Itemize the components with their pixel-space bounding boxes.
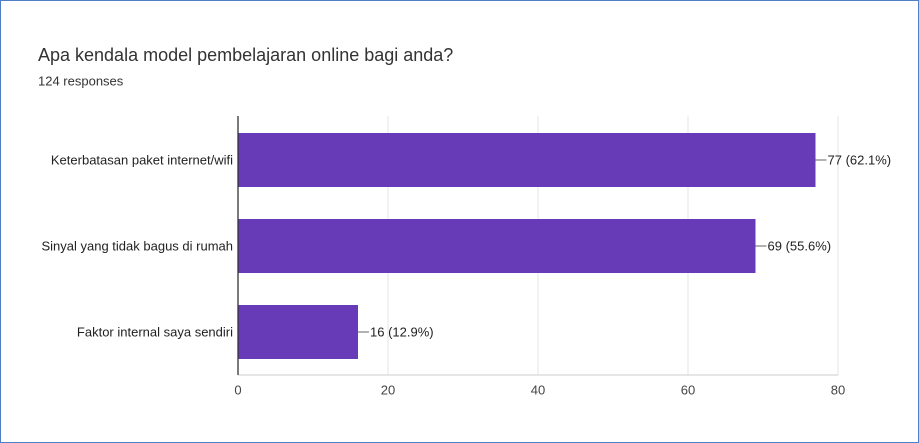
x-tick-label: 40 [531,382,545,397]
value-label: 77 (62.1%) [828,152,892,167]
x-tick-label: 80 [831,382,845,397]
y-tick-label: Faktor internal saya sendiri [77,324,233,339]
chart-title: Apa kendala model pembelajaran online ba… [38,45,453,65]
value-label: 69 (55.6%) [768,238,832,253]
y-tick-label: Sinyal yang tidak bagus di rumah [41,238,233,253]
bar [238,133,816,187]
value-label: 16 (12.9%) [370,324,434,339]
bar [238,219,756,273]
x-tick-label: 60 [681,382,695,397]
bar [238,305,358,359]
y-tick-label: Keterbatasan paket internet/wifi [51,152,233,167]
chart-subtitle: 124 responses [38,73,124,88]
x-tick-label: 0 [234,382,241,397]
x-tick-label: 20 [381,382,395,397]
